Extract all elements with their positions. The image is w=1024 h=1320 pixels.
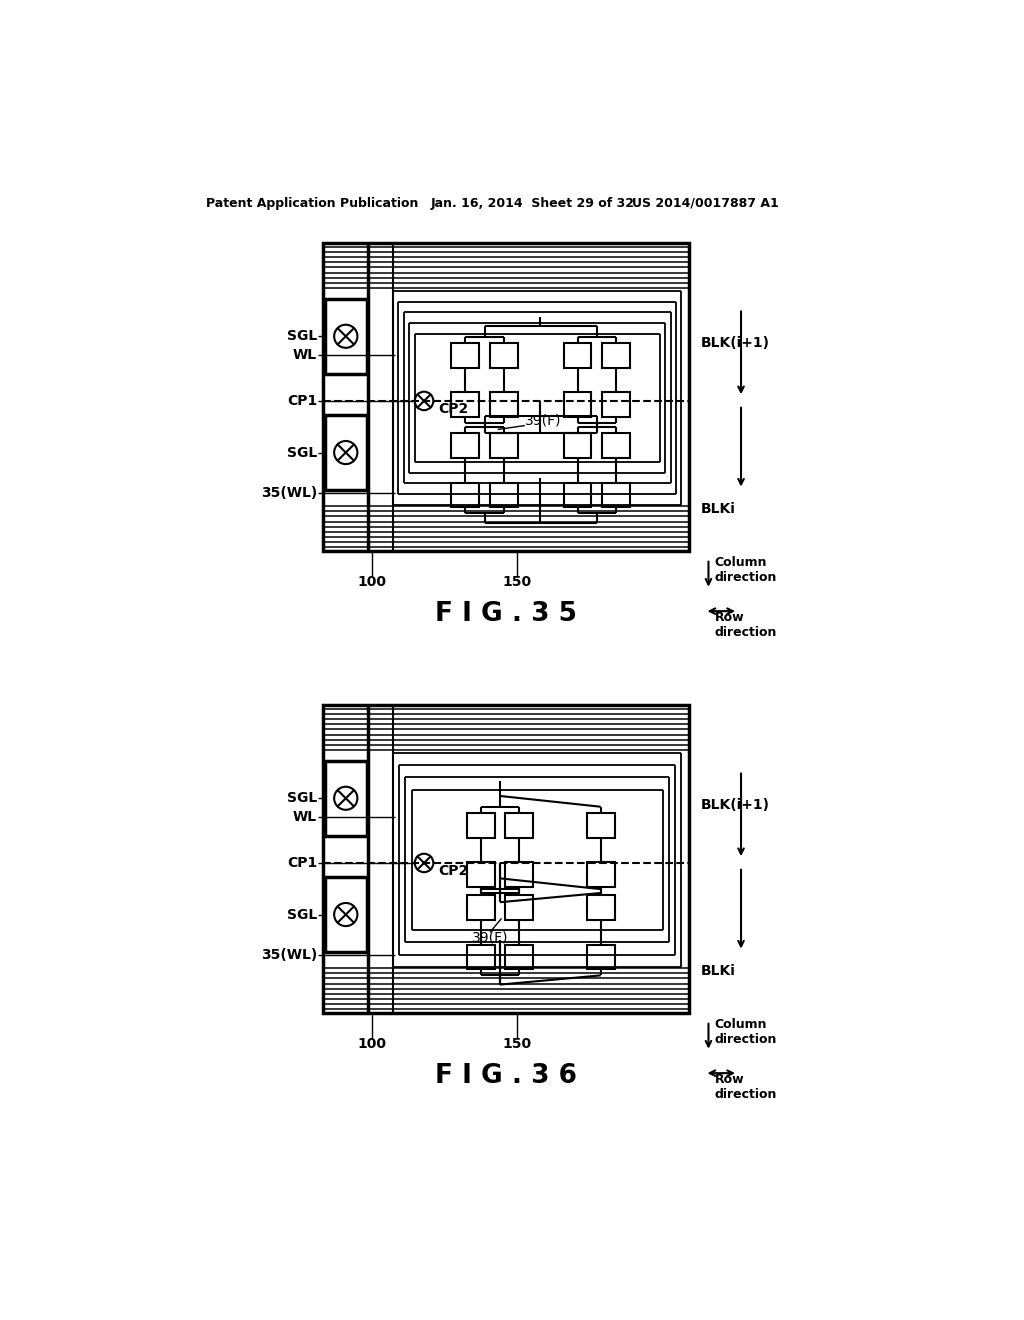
Text: CP2: CP2 bbox=[438, 863, 468, 878]
Text: SGL: SGL bbox=[287, 446, 317, 459]
Text: Row
direction: Row direction bbox=[715, 1073, 777, 1101]
Text: 150: 150 bbox=[503, 1038, 531, 1051]
Bar bbox=[467, 945, 495, 969]
Text: 100: 100 bbox=[357, 1038, 387, 1051]
Bar bbox=[587, 895, 614, 920]
Text: Jan. 16, 2014  Sheet 29 of 32: Jan. 16, 2014 Sheet 29 of 32 bbox=[430, 197, 634, 210]
Text: SGL: SGL bbox=[287, 329, 317, 343]
Text: BLKi: BLKi bbox=[700, 964, 735, 978]
Text: WL: WL bbox=[293, 347, 317, 362]
Bar bbox=[325, 876, 367, 952]
Text: SGL: SGL bbox=[287, 791, 317, 805]
Bar bbox=[587, 862, 614, 887]
Bar bbox=[602, 483, 630, 507]
Bar bbox=[489, 483, 518, 507]
Bar bbox=[452, 343, 479, 368]
Text: BLK(i+1): BLK(i+1) bbox=[700, 337, 770, 350]
Text: WL: WL bbox=[293, 809, 317, 824]
Bar bbox=[325, 760, 367, 836]
Bar bbox=[467, 862, 495, 887]
Bar bbox=[563, 483, 592, 507]
Text: F I G . 3 5: F I G . 3 5 bbox=[435, 601, 578, 627]
Bar bbox=[587, 945, 614, 969]
Text: BLKi: BLKi bbox=[700, 502, 735, 516]
Text: BLK(i+1): BLK(i+1) bbox=[700, 799, 770, 812]
Bar bbox=[467, 813, 495, 837]
Bar bbox=[506, 862, 534, 887]
Bar bbox=[563, 392, 592, 417]
Bar bbox=[324, 705, 689, 1014]
Bar bbox=[602, 433, 630, 458]
Bar bbox=[452, 483, 479, 507]
Bar bbox=[452, 392, 479, 417]
Bar bbox=[489, 392, 518, 417]
Bar bbox=[467, 895, 495, 920]
Bar bbox=[324, 243, 689, 552]
Text: Row
direction: Row direction bbox=[715, 611, 777, 639]
Text: 100: 100 bbox=[357, 576, 387, 589]
Text: CP1: CP1 bbox=[287, 855, 317, 870]
Text: Column
direction: Column direction bbox=[715, 556, 777, 585]
Bar bbox=[506, 813, 534, 837]
Text: Column
direction: Column direction bbox=[715, 1018, 777, 1047]
Text: SGL: SGL bbox=[287, 908, 317, 921]
Bar bbox=[452, 433, 479, 458]
Text: 39(F): 39(F) bbox=[524, 413, 561, 428]
Bar bbox=[563, 343, 592, 368]
Text: 35(WL): 35(WL) bbox=[261, 948, 317, 962]
Text: 39(F): 39(F) bbox=[472, 931, 508, 945]
Bar bbox=[489, 343, 518, 368]
Text: CP1: CP1 bbox=[287, 393, 317, 408]
Bar bbox=[587, 813, 614, 837]
Bar bbox=[325, 414, 367, 490]
Text: F I G . 3 6: F I G . 3 6 bbox=[435, 1063, 578, 1089]
Bar bbox=[489, 433, 518, 458]
Bar bbox=[506, 945, 534, 969]
Bar bbox=[602, 343, 630, 368]
Text: 35(WL): 35(WL) bbox=[261, 486, 317, 500]
Text: Patent Application Publication: Patent Application Publication bbox=[206, 197, 418, 210]
Text: CP2: CP2 bbox=[438, 401, 468, 416]
Bar bbox=[506, 895, 534, 920]
Text: US 2014/0017887 A1: US 2014/0017887 A1 bbox=[632, 197, 778, 210]
Text: 150: 150 bbox=[503, 576, 531, 589]
Bar bbox=[563, 433, 592, 458]
Bar bbox=[325, 298, 367, 374]
Bar bbox=[602, 392, 630, 417]
